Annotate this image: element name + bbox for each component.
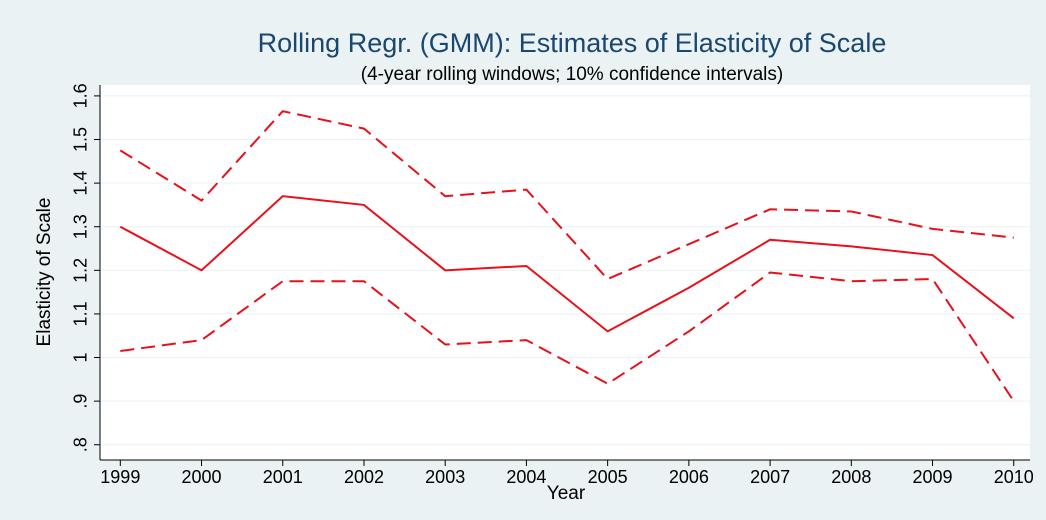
y-tick-label: 1 bbox=[71, 353, 91, 363]
x-tick-label: 2008 bbox=[831, 467, 871, 487]
y-tick-label: 1.3 bbox=[71, 214, 91, 239]
x-axis-label: Year bbox=[547, 483, 586, 504]
y-tick-label: 1.4 bbox=[71, 171, 91, 196]
x-tick-label: 2009 bbox=[913, 467, 953, 487]
y-tick-label: 1.2 bbox=[71, 258, 91, 283]
x-tick-label: 2003 bbox=[425, 467, 465, 487]
series-line bbox=[119, 195, 1015, 333]
x-tick-label: 2006 bbox=[669, 467, 709, 487]
x-tick-label: 1999 bbox=[100, 467, 140, 487]
y-tick-label: .8 bbox=[71, 437, 91, 452]
y-tick-label: 1.5 bbox=[71, 127, 91, 152]
series-line bbox=[120, 271, 1015, 402]
chart-title: Rolling Regr. (GMM): Estimates of Elasti… bbox=[258, 28, 887, 58]
plot-area bbox=[100, 85, 1030, 460]
y-tick-label: 1.6 bbox=[71, 83, 91, 108]
x-tick-label: 2000 bbox=[182, 467, 222, 487]
y-tick-label: 1.1 bbox=[71, 301, 91, 326]
x-tick-label: 2010 bbox=[994, 467, 1034, 487]
x-tick-label: 2002 bbox=[344, 467, 384, 487]
series-line bbox=[119, 110, 1014, 281]
y-tick-label: .9 bbox=[71, 394, 91, 409]
x-tick-label: 2005 bbox=[588, 467, 628, 487]
y-axis-label: Elasticity of Scale bbox=[34, 198, 55, 347]
chart-subtitle: (4-year rolling windows; 10% confidence … bbox=[361, 64, 783, 85]
x-tick-label: 2004 bbox=[506, 467, 546, 487]
x-tick-label: 2001 bbox=[263, 467, 303, 487]
x-tick-label: 2007 bbox=[750, 467, 790, 487]
